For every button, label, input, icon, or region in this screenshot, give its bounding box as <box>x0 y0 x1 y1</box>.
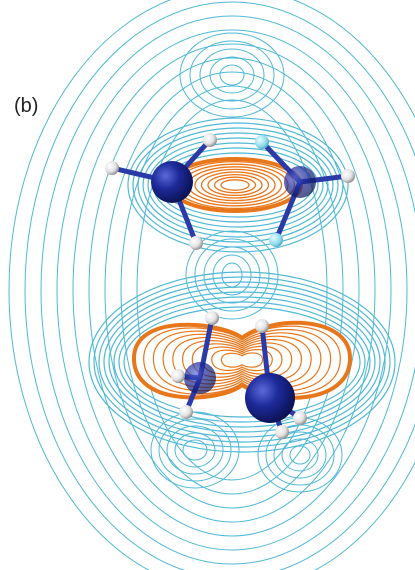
hydrogen-atom <box>171 369 185 383</box>
hydrogen-atom <box>203 133 217 147</box>
contour <box>9 0 415 570</box>
hydrogen-atom <box>269 233 283 247</box>
hydrogen-atom <box>341 169 355 183</box>
contour <box>282 439 318 471</box>
contour <box>190 41 274 109</box>
figure-panel: (b) <box>0 0 415 570</box>
orange-contour <box>134 323 350 398</box>
contour <box>290 446 310 464</box>
hydrogen-atom <box>255 135 269 149</box>
nitrogen-atom <box>184 362 216 394</box>
hydrogen-atom <box>205 311 219 325</box>
nitrogen-atom <box>245 373 295 423</box>
hydrogen-atom <box>275 425 289 439</box>
contour <box>222 263 242 287</box>
hydrogen-atom <box>179 405 193 419</box>
contour <box>57 30 407 550</box>
contour-lines <box>9 0 415 570</box>
contour <box>213 255 251 295</box>
contour <box>180 33 284 117</box>
contour <box>220 65 244 85</box>
hydrogen-atom <box>293 411 307 425</box>
contour <box>210 57 254 93</box>
contour <box>258 418 342 492</box>
nitrogen-atom <box>284 166 316 198</box>
hydrogen-atom <box>105 161 119 175</box>
hydrogen-atom <box>189 236 203 250</box>
panel-label: (b) <box>14 95 38 117</box>
hydrogen-atom <box>255 319 269 333</box>
nitrogen-atom <box>151 161 193 203</box>
